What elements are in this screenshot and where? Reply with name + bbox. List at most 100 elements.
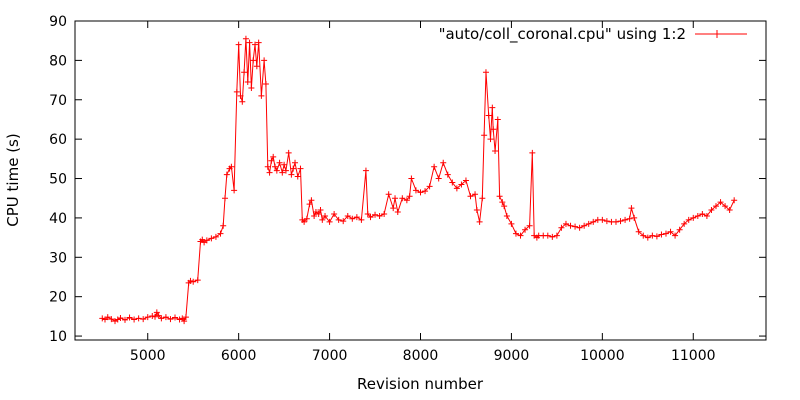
y-axis-title: CPU time (s) <box>4 133 22 226</box>
data-point-marker <box>282 167 289 174</box>
data-point-marker <box>176 316 183 323</box>
data-point-marker <box>731 197 738 204</box>
data-point-marker <box>358 216 365 223</box>
data-point-marker <box>311 212 318 219</box>
data-point-marker <box>449 179 456 186</box>
data-point-marker <box>628 205 635 212</box>
data-point-marker <box>544 232 551 239</box>
data-point-marker <box>264 163 271 170</box>
data-point-marker <box>149 312 156 319</box>
data-point-marker <box>349 215 356 222</box>
data-point-marker <box>676 226 683 233</box>
legend: "auto/coll_coronal.cpu" using 1:2 <box>439 25 747 44</box>
data-point-marker <box>344 212 351 219</box>
data-point-marker <box>187 277 194 284</box>
series-layer <box>99 35 738 325</box>
data-point-marker <box>717 199 724 206</box>
y-tick-label: 30 <box>49 250 67 266</box>
data-point-marker <box>266 169 273 176</box>
data-point-marker <box>212 233 219 240</box>
data-point-marker <box>172 314 179 321</box>
data-point-marker <box>255 39 262 46</box>
data-point-marker <box>726 207 733 214</box>
data-point-marker <box>453 185 460 192</box>
data-point-marker <box>667 228 674 235</box>
data-point-marker <box>270 153 277 160</box>
data-point-marker <box>672 232 679 239</box>
data-point-marker <box>681 220 688 227</box>
data-point-marker <box>694 212 701 219</box>
data-point-marker <box>603 218 610 225</box>
data-point-marker <box>117 314 124 321</box>
data-point-marker <box>294 173 301 180</box>
data-point-marker <box>288 171 295 178</box>
data-point-marker <box>261 57 268 64</box>
y-tick-label: 40 <box>49 211 67 227</box>
axis-ticks: 5000 6000 7000 8000 9000 10000 11000 10 20 30 40 50… <box>49 14 766 364</box>
data-point-marker <box>250 57 257 64</box>
data-point-marker <box>228 163 235 170</box>
data-point-marker <box>529 149 536 156</box>
data-point-marker <box>567 222 574 229</box>
plot-area-frame <box>74 20 767 341</box>
data-point-marker <box>458 181 465 188</box>
data-point-marker <box>258 92 265 99</box>
y-tick-label: 70 <box>49 93 67 109</box>
data-point-marker <box>114 316 121 323</box>
data-point-marker <box>581 222 588 229</box>
data-point-marker <box>331 210 338 217</box>
data-point-marker <box>367 214 374 221</box>
data-point-marker <box>231 187 238 194</box>
data-point-marker <box>285 149 292 156</box>
data-point-marker <box>181 318 188 325</box>
data-point-marker <box>644 234 651 241</box>
data-point-marker <box>153 309 160 316</box>
data-point-marker <box>297 165 304 172</box>
data-point-marker <box>408 175 415 182</box>
data-point-marker <box>576 224 583 231</box>
data-point-marker <box>599 216 606 223</box>
data-point-marker <box>237 92 244 99</box>
data-point-marker <box>135 315 142 322</box>
data-point-marker <box>549 233 556 240</box>
data-point-marker <box>126 314 133 321</box>
data-point-marker <box>467 193 474 200</box>
data-point-marker <box>496 193 503 200</box>
data-point-marker <box>572 223 579 230</box>
data-point-marker <box>222 195 229 202</box>
data-point-marker <box>223 171 230 178</box>
data-point-marker <box>162 314 169 321</box>
data-point-marker <box>155 312 162 319</box>
data-point-marker <box>487 136 494 143</box>
data-point-marker <box>635 228 642 235</box>
data-point-marker <box>403 197 410 204</box>
data-point-marker <box>390 205 397 212</box>
y-tick-label: 60 <box>49 132 67 148</box>
data-point-marker <box>431 163 438 170</box>
data-point-marker <box>499 199 506 206</box>
data-point-marker <box>376 212 383 219</box>
data-point-marker <box>194 277 201 284</box>
data-point-marker <box>617 218 624 225</box>
y-tick-label: 10 <box>49 329 67 345</box>
data-point-marker <box>276 159 283 166</box>
data-point-marker <box>685 216 692 223</box>
data-point-marker <box>590 218 597 225</box>
y-tick-label: 90 <box>49 14 67 30</box>
data-point-marker <box>585 220 592 227</box>
data-point-marker <box>244 79 251 86</box>
data-point-marker <box>426 183 433 190</box>
data-point-marker <box>472 191 479 198</box>
data-point-marker <box>722 203 729 210</box>
data-point-marker <box>490 126 497 133</box>
data-point-marker <box>208 235 215 242</box>
data-point-marker <box>517 232 524 239</box>
x-tick-label: 9000 <box>494 348 530 364</box>
data-point-marker <box>108 316 115 323</box>
data-point-marker <box>239 98 246 105</box>
data-point-marker <box>262 81 269 88</box>
data-point-marker <box>612 218 619 225</box>
x-tick-label: 8000 <box>403 348 439 364</box>
data-point-marker <box>489 104 496 111</box>
